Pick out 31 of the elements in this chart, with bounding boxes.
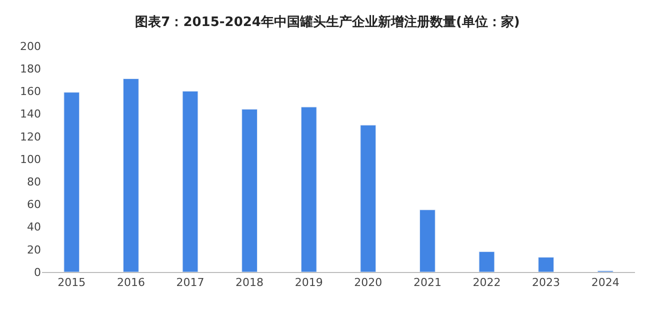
y-tick-label: 0: [34, 266, 41, 279]
bar: [64, 92, 80, 272]
y-tick-label: 160: [20, 85, 41, 98]
y-tick-label: 120: [20, 130, 41, 144]
y-tick-label: 100: [20, 152, 41, 166]
y-tick-label: 140: [20, 108, 41, 121]
x-tick-label: 2021: [413, 276, 442, 290]
bar: [242, 109, 258, 272]
x-tick-label: 2019: [294, 276, 323, 290]
y-tick-label: 80: [27, 175, 41, 188]
bar: [182, 90, 198, 272]
bar: [419, 210, 436, 272]
x-tick-label: 2023: [532, 276, 560, 290]
x-tick-label: 2018: [236, 276, 264, 290]
x-tick-label: 2020: [354, 276, 382, 290]
x-tick-label: 2017: [176, 276, 204, 290]
y-tick-label: 200: [20, 40, 41, 53]
bar: [122, 78, 139, 272]
chart-title: 图表7：2015-2024年中国罐头生产企业新增注册数量(单位：家): [135, 14, 520, 30]
y-tick-label: 180: [20, 62, 41, 76]
y-tick-label: 20: [27, 243, 41, 256]
bar: [478, 251, 495, 272]
bar: [300, 106, 317, 272]
y-tick-label: 40: [27, 220, 41, 234]
bar: [538, 257, 554, 272]
bar: [360, 124, 376, 272]
x-tick-label: 2016: [116, 276, 145, 290]
y-tick-label: 60: [27, 198, 41, 212]
x-tick-label: 2015: [58, 276, 86, 290]
x-tick-label: 2022: [472, 276, 501, 290]
x-tick-label: 2024: [591, 276, 620, 290]
